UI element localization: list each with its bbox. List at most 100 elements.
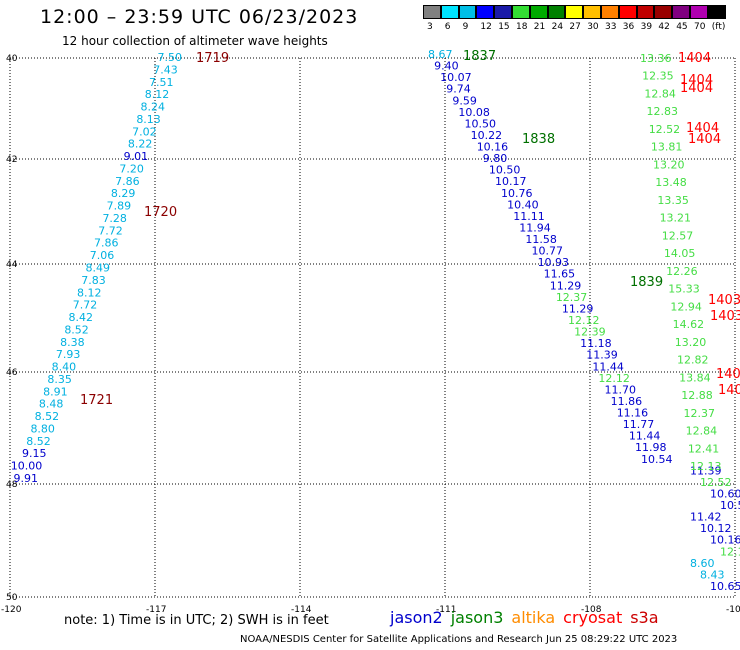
wave-value-label: 10.08 bbox=[458, 106, 490, 119]
colorbar-swatch bbox=[476, 5, 495, 19]
wave-value-label: 13.81 bbox=[651, 141, 683, 154]
colorbar-label: (ft) bbox=[711, 22, 726, 32]
legend-item-cryosat: cryosat bbox=[563, 608, 623, 627]
lon-tick-label: -111 bbox=[436, 605, 456, 615]
colorbar-swatch bbox=[529, 5, 548, 19]
pass-number-label: 140 bbox=[718, 383, 740, 398]
wave-value-label: 7.72 bbox=[98, 224, 123, 237]
wave-value-label: 8.48 bbox=[39, 398, 64, 411]
wave-value-label: 9.01 bbox=[124, 150, 149, 163]
wave-value-label: 11.58 bbox=[525, 233, 557, 246]
wave-value-label: 7.86 bbox=[94, 237, 119, 250]
wave-value-label: 11.65 bbox=[544, 268, 576, 281]
colorbar-swatch bbox=[547, 5, 566, 19]
wave-value-label: 10.77 bbox=[531, 245, 563, 258]
wave-value-label: 8.52 bbox=[26, 435, 51, 448]
lat-tick-label: 44 bbox=[6, 260, 18, 270]
wave-value-label: 7.20 bbox=[119, 162, 144, 175]
wave-value-label: 11.86 bbox=[611, 395, 643, 408]
wave-value-label: 13.35 bbox=[657, 194, 689, 207]
wave-value-label: 12.26 bbox=[666, 265, 698, 278]
wave-value-label: 11.77 bbox=[623, 418, 655, 431]
colorbar-swatch bbox=[618, 5, 637, 19]
pass-number-label: 1404 bbox=[678, 51, 711, 66]
wave-value-label: 10.54 bbox=[720, 499, 740, 512]
colorbar-label: 6 bbox=[444, 22, 451, 32]
wave-value-label: 12.39 bbox=[574, 326, 606, 339]
wave-value-label: 10.40 bbox=[507, 198, 539, 211]
wave-value-label: 12.13 bbox=[690, 460, 722, 473]
wave-value-label: 10.54 bbox=[641, 453, 673, 466]
pass-number-label: 1404 bbox=[688, 132, 721, 147]
colorbar-label: 15 bbox=[498, 22, 510, 32]
lat-tick-label: 40 bbox=[6, 54, 18, 64]
wave-value-label: 12.12 bbox=[568, 314, 600, 327]
wave-value-label: 13.84 bbox=[679, 371, 711, 384]
pass-number-label: 140 bbox=[716, 367, 740, 382]
wave-value-label: 8.12 bbox=[77, 286, 102, 299]
colorbar-label: 33 bbox=[605, 22, 617, 32]
wave-value-label: 8.29 bbox=[111, 187, 136, 200]
wave-value-label: 12.83 bbox=[647, 105, 679, 118]
colorbar-swatch bbox=[494, 5, 512, 19]
wave-value-label: 7.86 bbox=[115, 175, 140, 188]
wave-value-label: 12.17 bbox=[720, 545, 740, 558]
wave-value-label: 11.11 bbox=[513, 210, 545, 223]
wave-value-label: 14.05 bbox=[664, 247, 696, 260]
wave-value-label: 15.33 bbox=[668, 283, 700, 296]
wave-value-label: 12.12 bbox=[598, 372, 630, 385]
wave-value-label: 12.84 bbox=[686, 425, 718, 438]
wave-value-label: 11.42 bbox=[690, 511, 722, 524]
wave-value-label: 10.60 bbox=[710, 487, 740, 500]
colorbar-swatch bbox=[423, 5, 441, 19]
pass-number-label: 1838 bbox=[522, 132, 555, 147]
wave-value-label: 11.94 bbox=[519, 221, 551, 234]
wave-value-label: 7.06 bbox=[90, 249, 115, 262]
lon-tick-label: -117 bbox=[146, 605, 166, 615]
wave-value-label: 10.65 bbox=[710, 580, 740, 593]
altimeter-tracks: 7.507.437.518.128.248.137.028.229.017.20… bbox=[11, 48, 740, 593]
wave-value-label: 8.22 bbox=[128, 138, 153, 151]
wave-value-label: 12.37 bbox=[683, 407, 715, 420]
colorbar-label: 36 bbox=[622, 22, 635, 32]
wave-value-label: 10.50 bbox=[489, 164, 521, 177]
wave-value-label: 10.17 bbox=[495, 175, 527, 188]
wave-value-label: 9.59 bbox=[452, 94, 477, 107]
colorbar-swatch bbox=[512, 5, 530, 19]
colorbar-swatch bbox=[672, 5, 690, 19]
credit-line: NOAA/NESDIS Center for Satellite Applica… bbox=[240, 634, 678, 645]
colorbar-swatch bbox=[583, 5, 601, 19]
pass-number-label: 1719 bbox=[196, 51, 229, 66]
wave-value-label: 7.28 bbox=[102, 212, 127, 225]
colorbar-swatch bbox=[601, 5, 619, 19]
wave-value-label: 10.12 bbox=[700, 522, 732, 535]
wave-value-label: 11.44 bbox=[629, 430, 661, 443]
wave-value-label: 8.43 bbox=[700, 568, 725, 581]
legend-item-jason2: jason2 bbox=[390, 608, 443, 627]
lat-tick-label: 42 bbox=[6, 155, 17, 165]
wave-value-label: 13.36 bbox=[640, 52, 672, 65]
colorbar-swatch bbox=[707, 5, 726, 19]
pass-number-label: 1839 bbox=[630, 275, 663, 290]
colorbar-label: 3 bbox=[427, 22, 433, 32]
pass-number-label: 1404 bbox=[680, 73, 713, 88]
wave-value-label: 9.80 bbox=[483, 152, 508, 165]
colorbar-swatch bbox=[565, 5, 584, 19]
wave-value-label: 10.93 bbox=[538, 256, 570, 269]
wave-value-label: 8.91 bbox=[43, 385, 68, 398]
wave-value-label: 7.93 bbox=[56, 348, 81, 361]
wave-value-label: 7.89 bbox=[107, 200, 132, 213]
lat-tick-label: 48 bbox=[6, 480, 18, 490]
pass-number-label: 1403 bbox=[708, 293, 740, 308]
colorbar-label: 70 bbox=[694, 22, 706, 32]
wave-value-label: 11.18 bbox=[580, 337, 612, 350]
satellite-legend: jason2 jason3 altika cryosat s3a bbox=[390, 608, 667, 627]
colorbar-label: 24 bbox=[551, 22, 564, 32]
wave-value-label: 9.40 bbox=[434, 60, 459, 73]
wave-value-label: 10.16 bbox=[477, 141, 509, 154]
colorbar-swatch bbox=[458, 5, 477, 19]
wave-value-label: 12.35 bbox=[642, 70, 674, 83]
wave-value-label: 11.70 bbox=[605, 383, 637, 396]
wave-value-label: 7.51 bbox=[149, 76, 174, 89]
page-subtitle: 12 hour collection of altimeter wave hei… bbox=[62, 34, 328, 48]
